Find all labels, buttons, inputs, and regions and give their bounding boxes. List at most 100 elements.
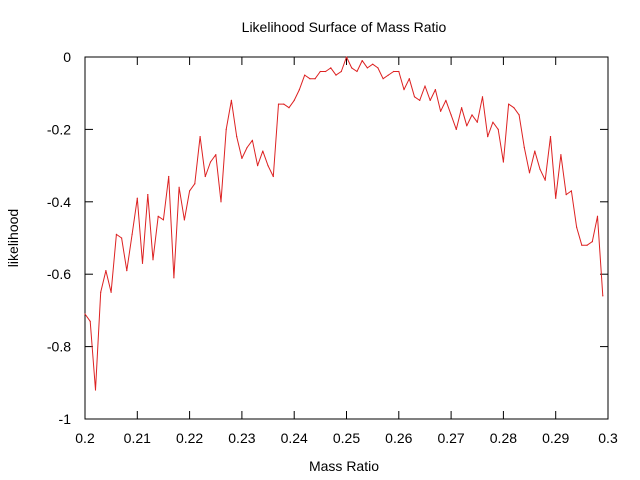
data-point [523, 146, 525, 149]
data-point [293, 99, 295, 101]
x-axis-title: Mass Ratio [309, 458, 379, 474]
data-point [518, 114, 520, 116]
y-tick-label: -0.8 [47, 339, 71, 355]
data-point [576, 226, 578, 228]
data-point [157, 215, 159, 217]
y-axis-ticks: -1 -0.8 -0.6 -0.4 -0.2 0 [47, 49, 608, 427]
data-point [100, 291, 102, 293]
y-tick-label: -1 [59, 411, 72, 427]
data-point [497, 128, 499, 130]
data-point [466, 125, 468, 127]
data-point [372, 63, 374, 65]
data-point [209, 161, 212, 163]
data-point [403, 89, 405, 91]
data-point [152, 259, 154, 261]
data-point [570, 190, 573, 192]
x-tick-label: 0.28 [490, 430, 517, 446]
data-point [251, 139, 253, 141]
data-point [560, 154, 562, 156]
data-point [393, 70, 395, 73]
data-point [178, 186, 180, 188]
data-point [272, 175, 274, 178]
data-point [230, 99, 232, 101]
plot-border [84, 56, 609, 420]
data-point [257, 165, 259, 167]
data-point [534, 150, 536, 152]
data-point [502, 161, 504, 163]
data-point [199, 136, 201, 138]
data-point [304, 74, 306, 76]
x-tick-label: 0.23 [228, 430, 255, 446]
data-point [398, 70, 400, 73]
data-point [555, 197, 557, 199]
data-point [591, 241, 593, 243]
data-point [147, 194, 149, 196]
y-tick-label: -0.2 [47, 121, 71, 137]
data-point [298, 89, 300, 91]
data-point [581, 244, 583, 246]
data-point [162, 219, 164, 221]
data-point [549, 136, 552, 138]
y-tick-label: 0 [63, 49, 71, 65]
data-point [455, 128, 457, 130]
data-point [189, 190, 191, 192]
data-point [602, 295, 604, 297]
series-layer [84, 56, 604, 391]
data-point [476, 121, 478, 123]
data-point [194, 183, 196, 185]
data-point [539, 168, 541, 170]
data-point [419, 99, 421, 101]
data-point [241, 157, 243, 159]
data-point [513, 107, 515, 109]
data-point [283, 103, 285, 105]
data-point [319, 70, 321, 73]
data-point [413, 96, 416, 98]
data-point [220, 201, 222, 203]
data-point [528, 172, 531, 174]
x-axis-ticks: 0.2 0.21 0.22 0.23 0.24 0.25 0.26 0.27 0.28 0.29 0… [75, 57, 618, 446]
data-point [204, 175, 206, 178]
data-point [356, 70, 358, 73]
data-point [481, 96, 484, 98]
data-point [314, 78, 316, 80]
x-tick-label: 0.26 [385, 430, 412, 446]
data-point [471, 114, 473, 116]
series-line [84, 56, 604, 391]
data-point [340, 70, 342, 73]
data-point [408, 78, 410, 80]
data-point [330, 67, 332, 69]
data-point [461, 107, 463, 109]
data-point [262, 150, 264, 152]
data-point [267, 165, 269, 167]
data-point [141, 262, 144, 264]
data-point [325, 70, 327, 73]
data-point [121, 237, 123, 239]
data-point [105, 270, 107, 272]
x-tick-label: 0.3 [598, 430, 618, 446]
data-point [126, 270, 128, 272]
data-point [345, 56, 348, 58]
data-point [450, 114, 452, 116]
data-point [94, 389, 97, 391]
chart-title: Likelihood Surface of Mass Ratio [242, 19, 447, 35]
x-tick-label: 0.29 [542, 430, 569, 446]
data-point [335, 74, 337, 76]
x-tick-label: 0.24 [281, 430, 308, 446]
y-axis-title: likelihood [5, 209, 21, 267]
data-point [215, 154, 217, 156]
data-point [596, 215, 599, 217]
data-point [183, 219, 185, 221]
data-point [382, 78, 384, 80]
data-point [508, 103, 510, 105]
data-point [366, 67, 368, 69]
data-point [565, 194, 567, 196]
data-point [84, 313, 86, 315]
data-point [544, 179, 546, 181]
data-point [309, 78, 311, 80]
data-point [424, 85, 426, 87]
data-point [351, 67, 353, 69]
data-point [377, 67, 379, 69]
data-point [236, 136, 238, 138]
data-point [110, 291, 112, 293]
